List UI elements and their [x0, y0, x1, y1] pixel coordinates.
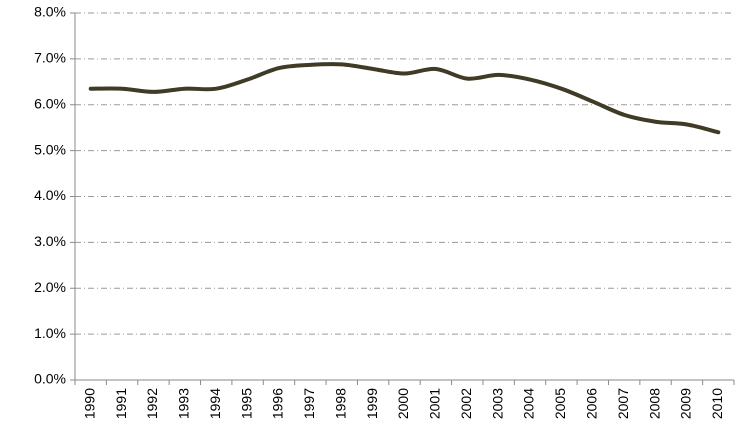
- y-tick-label: 1.0%: [34, 325, 66, 341]
- x-tick-label: 1998: [332, 388, 348, 419]
- x-tick-label: 1996: [270, 388, 286, 419]
- y-tick-label: 5.0%: [34, 141, 66, 157]
- x-tick-label: 1994: [207, 388, 223, 419]
- x-tick-label: 2008: [646, 388, 662, 419]
- y-tick-label: 3.0%: [34, 233, 66, 249]
- x-tick-label: 1990: [81, 388, 97, 419]
- x-tick-label: 2010: [709, 388, 725, 419]
- x-tick-label: 1993: [176, 388, 192, 419]
- x-tick-label: 1995: [238, 388, 254, 419]
- x-tick-label: 2001: [427, 388, 443, 419]
- y-tick-label: 8.0%: [34, 4, 66, 20]
- x-tick-label: 2006: [583, 388, 599, 419]
- x-tick-label: 1992: [144, 388, 160, 419]
- y-tick-label: 2.0%: [34, 279, 66, 295]
- x-tick-label: 2003: [489, 388, 505, 419]
- y-tick-label: 4.0%: [34, 187, 66, 203]
- y-tick-label: 7.0%: [34, 50, 66, 66]
- x-tick-label: 1999: [364, 388, 380, 419]
- x-tick-label: 2000: [395, 388, 411, 419]
- x-tick-label: 1997: [301, 388, 317, 419]
- x-tick-label: 2007: [615, 388, 631, 419]
- x-tick-label: 2005: [552, 388, 568, 419]
- x-tick-label: 2009: [678, 388, 694, 419]
- line: [88, 62, 721, 135]
- y-tick-label: 0.0%: [34, 371, 66, 387]
- x-tick-label: 1991: [113, 388, 129, 419]
- y-tick-label: 6.0%: [34, 95, 66, 111]
- x-tick-label: 2004: [521, 388, 537, 419]
- x-tick-label: 2002: [458, 388, 474, 419]
